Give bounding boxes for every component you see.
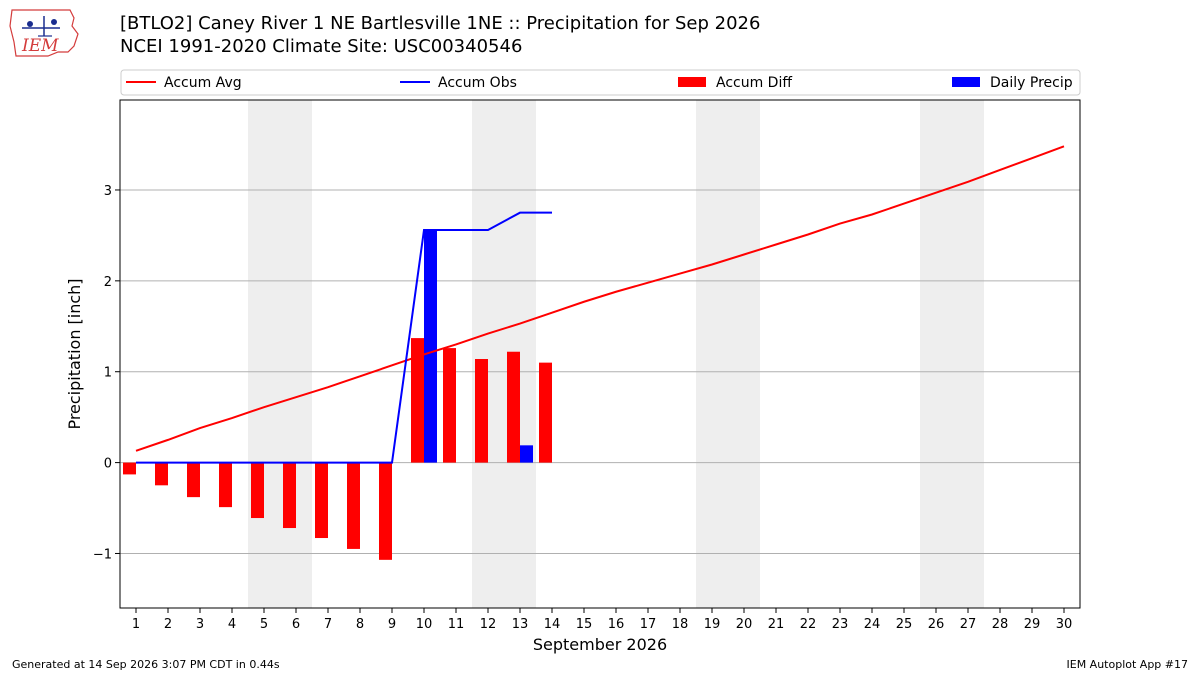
iem-logo: IEM	[8, 6, 82, 60]
app-label: IEM Autoplot App #17	[1066, 658, 1189, 671]
x-tick-label: 9	[388, 617, 396, 632]
x-tick-label: 30	[1056, 617, 1073, 632]
legend-label: Accum Diff	[716, 75, 792, 91]
weekend-shade	[696, 100, 728, 608]
accum-diff-bar	[187, 462, 200, 498]
y-tick-label: 0	[104, 457, 112, 472]
legend-label: Accum Obs	[438, 75, 517, 91]
x-tick-label: 16	[608, 617, 625, 632]
x-tick-label: 13	[512, 617, 529, 632]
x-tick-label: 21	[768, 617, 785, 632]
weekend-shade	[728, 100, 760, 608]
x-tick-label: 14	[544, 617, 561, 632]
x-tick-label: 27	[960, 617, 977, 632]
accum-diff-bar	[123, 462, 136, 475]
logo-text: IEM	[22, 36, 59, 56]
x-tick-label: 1	[132, 617, 140, 632]
x-tick-label: 8	[356, 617, 364, 632]
chart-title-line2: NCEI 1991-2020 Climate Site: USC00340546	[120, 36, 523, 57]
weekend-shade	[952, 100, 984, 608]
accum-avg-line	[135, 145, 1065, 452]
x-tick-label: 20	[736, 617, 753, 632]
accum-diff-bar	[219, 462, 232, 508]
daily-precip-bar	[520, 445, 533, 463]
accum-diff-bar	[443, 348, 456, 463]
accum-diff-bar	[507, 351, 520, 463]
x-tick-label: 11	[448, 617, 465, 632]
plot-frame	[119, 99, 1081, 609]
x-tick-label: 24	[864, 617, 881, 632]
accum-diff-bar	[283, 462, 296, 529]
accum-diff-bar	[347, 462, 360, 549]
accum-diff-bar	[379, 462, 392, 560]
y-tick-label: −1	[93, 547, 112, 562]
y-tick-label: 1	[104, 366, 112, 381]
weekend-shade	[920, 100, 952, 608]
accum-obs-line	[136, 211, 552, 464]
x-tick-label: 2	[164, 617, 172, 632]
legend-swatch-bar	[678, 77, 706, 87]
accum-diff-bar	[411, 338, 424, 463]
y-tick-label: 2	[104, 275, 112, 290]
x-tick-label: 4	[228, 617, 236, 632]
x-tick-label: 10	[416, 617, 433, 632]
iem-logo-graphic	[9, 9, 79, 57]
weekend-shade	[248, 100, 280, 608]
x-tick-label: 25	[896, 617, 913, 632]
generated-timestamp: Generated at 14 Sep 2026 3:07 PM CDT in …	[12, 658, 280, 671]
x-axis-label: September 2026	[533, 635, 667, 654]
x-tick-label: 22	[800, 617, 817, 632]
x-tick-label: 7	[324, 617, 332, 632]
x-tick-label: 19	[704, 617, 721, 632]
weekend-shade	[280, 100, 312, 608]
y-tick-label: 3	[104, 184, 112, 199]
x-tick-label: 23	[832, 617, 849, 632]
x-tick-label: 29	[1024, 617, 1041, 632]
weekend-shade	[472, 100, 504, 608]
x-tick-label: 3	[196, 617, 204, 632]
x-tick-label: 15	[576, 617, 593, 632]
chart-title-line1: [BTLO2] Caney River 1 NE Bartlesville 1N…	[120, 13, 761, 34]
x-tick-label: 5	[260, 617, 268, 632]
x-tick-label: 12	[480, 617, 497, 632]
accum-diff-bar	[315, 462, 328, 539]
x-tick-label: 6	[292, 617, 300, 632]
daily-precip-bar	[424, 229, 437, 463]
legend-swatch-bar	[952, 77, 980, 87]
accum-diff-bar	[539, 362, 552, 463]
legend-label: Accum Avg	[164, 75, 242, 91]
accum-diff-bar	[155, 462, 168, 486]
legend-box	[120, 69, 1081, 96]
y-axis-label: Precipitation [inch]	[65, 278, 84, 429]
legend-label: Daily Precip	[990, 75, 1073, 91]
x-tick-label: 18	[672, 617, 689, 632]
x-tick-label: 26	[928, 617, 945, 632]
x-tick-label: 28	[992, 617, 1009, 632]
x-tick-label: 17	[640, 617, 657, 632]
accum-diff-bar	[475, 358, 488, 463]
accum-diff-bar	[251, 462, 264, 519]
chart-title: [BTLO2] Caney River 1 NE Bartlesville 1N…	[120, 12, 760, 58]
